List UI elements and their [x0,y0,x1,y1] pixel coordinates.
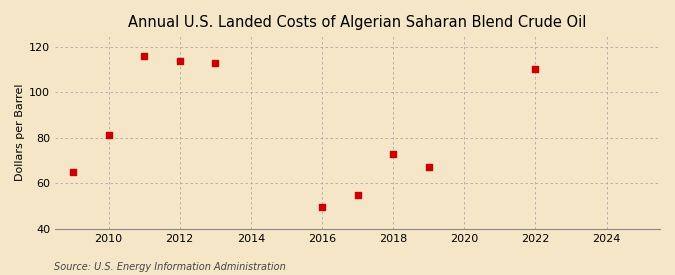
Point [138,54,149,58]
Point [174,59,185,64]
Point [352,192,363,197]
Title: Annual U.S. Landed Costs of Algerian Saharan Blend Crude Oil: Annual U.S. Landed Costs of Algerian Sah… [128,15,587,30]
Y-axis label: Dollars per Barrel: Dollars per Barrel [15,83,25,181]
Point [68,170,78,174]
Point [210,60,221,65]
Point [387,152,398,156]
Point [103,133,114,138]
Point [317,205,327,209]
Point [423,165,434,169]
Point [530,67,541,72]
Text: Source: U.S. Energy Information Administration: Source: U.S. Energy Information Administ… [54,262,286,271]
